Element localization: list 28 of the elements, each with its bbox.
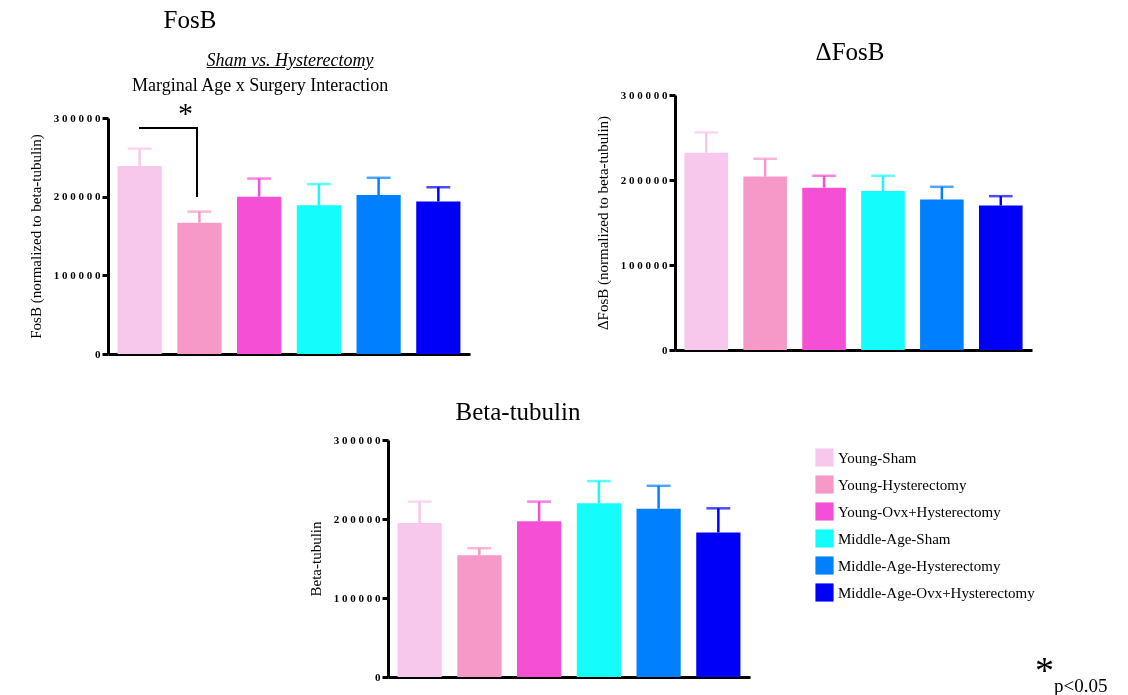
legend-label: Middle-Age-Ovx+Hysterectomy [838, 584, 1036, 601]
chart-title: FosB [163, 6, 217, 34]
y-tick-label: 1 0 0 0 0 0 [53, 268, 101, 281]
legend-label: Young-Ovx+Hysterectomy [838, 503, 1002, 520]
y-tick-label: 1 0 0 0 0 0 [333, 591, 381, 604]
y-tick-label: 0 [95, 347, 101, 360]
annotation: * [178, 96, 193, 130]
text: Marginal Age x Surgery Interaction [132, 75, 389, 96]
legend-label: Young-Sham [838, 449, 917, 466]
chart-title: ΔFosB [815, 38, 885, 66]
y-tick-label: 3 0 0 0 0 0 [53, 111, 101, 124]
y-axis-title: FosB (normalized to beta-tubulin) [27, 134, 45, 339]
y-tick-label: 2 0 0 0 0 0 [53, 190, 101, 203]
y-tick-label: 2 0 0 0 0 0 [620, 173, 668, 186]
chart-subtitle: Sham vs. Hysterectomy [206, 50, 374, 71]
text: *$_{p<0.05}$ [1035, 648, 1108, 695]
chart-title: Beta-tubulin [455, 398, 581, 426]
y-tick-label: 3 0 0 0 0 0 [333, 433, 381, 446]
y-tick-label: 3 0 0 0 0 0 [620, 88, 668, 101]
legend-label: Middle-Age-Hysterectomy [838, 557, 1001, 574]
y-tick-label: 0 [375, 670, 381, 683]
y-axis-title: Beta-tubulin [307, 521, 324, 597]
y-tick-label: 2 0 0 0 0 0 [333, 512, 381, 525]
legend-label: Young-Hysterectomy [838, 476, 967, 493]
y-axis-title: ΔFosB (normalized to beta-tubulin) [594, 115, 612, 331]
y-tick-label: 0 [662, 343, 668, 356]
legend-label: Middle-Age-Sham [838, 530, 951, 547]
y-tick-label: 1 0 0 0 0 0 [620, 258, 668, 271]
